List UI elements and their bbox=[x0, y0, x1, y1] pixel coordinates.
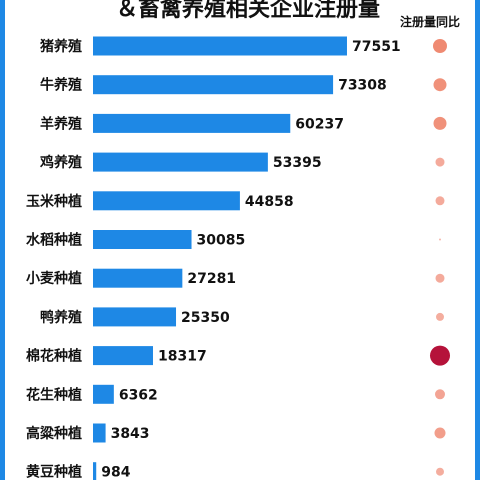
value-label: 73308 bbox=[338, 78, 387, 94]
category-label: 高粱种植 bbox=[26, 425, 82, 442]
category-label: 羊养殖 bbox=[40, 115, 82, 132]
chart-rows: 猪养殖 77551 牛养殖 73308 羊养殖 60237 鸡养殖 53395 玉米种植 4485… bbox=[26, 36, 450, 480]
yoy-bubble bbox=[433, 39, 447, 53]
frame-left-edge bbox=[0, 0, 5, 480]
value-label: 53395 bbox=[273, 155, 322, 171]
category-label: 牛养殖 bbox=[40, 77, 82, 94]
yoy-bubble bbox=[435, 389, 445, 400]
value-label: 3843 bbox=[111, 426, 150, 442]
yoy-bubble bbox=[436, 312, 444, 321]
bar bbox=[93, 384, 114, 404]
category-label: 小麦种植 bbox=[26, 270, 82, 287]
bar bbox=[93, 346, 153, 366]
bar bbox=[93, 152, 268, 172]
yoy-bubble bbox=[435, 273, 445, 283]
frame-right-edge bbox=[475, 0, 480, 480]
value-label: 984 bbox=[101, 465, 130, 480]
bar bbox=[93, 113, 291, 133]
chart-title: ＆畜禽养殖相关企业注册量 bbox=[116, 0, 380, 22]
yoy-bubble bbox=[433, 116, 447, 130]
bar bbox=[93, 230, 192, 249]
value-label: 6362 bbox=[119, 387, 158, 403]
yoy-bubble bbox=[435, 157, 445, 167]
yoy-bubble bbox=[433, 78, 447, 92]
bar bbox=[93, 423, 106, 443]
bar bbox=[93, 75, 334, 95]
category-label: 水稻种植 bbox=[26, 232, 82, 249]
yoy-bubble bbox=[435, 196, 445, 206]
bar bbox=[93, 191, 240, 211]
value-label: 25350 bbox=[181, 310, 230, 326]
category-label: 棉花种植 bbox=[26, 348, 82, 365]
yoy-bubble bbox=[436, 467, 444, 476]
bar bbox=[93, 36, 347, 56]
category-label: 鸡养殖 bbox=[39, 154, 82, 171]
category-label: 黄豆种植 bbox=[26, 464, 82, 480]
category-label: 玉米种植 bbox=[26, 193, 82, 210]
bar bbox=[93, 307, 177, 327]
yoy-bubble bbox=[430, 345, 450, 366]
value-label: 77551 bbox=[352, 39, 401, 55]
bar bbox=[93, 462, 97, 480]
legend-title: 注册量同比 bbox=[400, 14, 460, 29]
value-label: 44858 bbox=[245, 194, 294, 210]
value-label: 18317 bbox=[158, 349, 207, 365]
category-label: 鸭养殖 bbox=[40, 309, 82, 326]
bar bbox=[93, 268, 183, 288]
value-label: 27281 bbox=[187, 271, 236, 287]
yoy-bubble bbox=[439, 238, 441, 241]
category-label: 花生种植 bbox=[26, 386, 82, 403]
value-label: 30085 bbox=[197, 233, 246, 249]
yoy-bubble bbox=[434, 427, 446, 439]
value-label: 60237 bbox=[295, 116, 344, 132]
category-label: 猪养殖 bbox=[39, 38, 82, 55]
